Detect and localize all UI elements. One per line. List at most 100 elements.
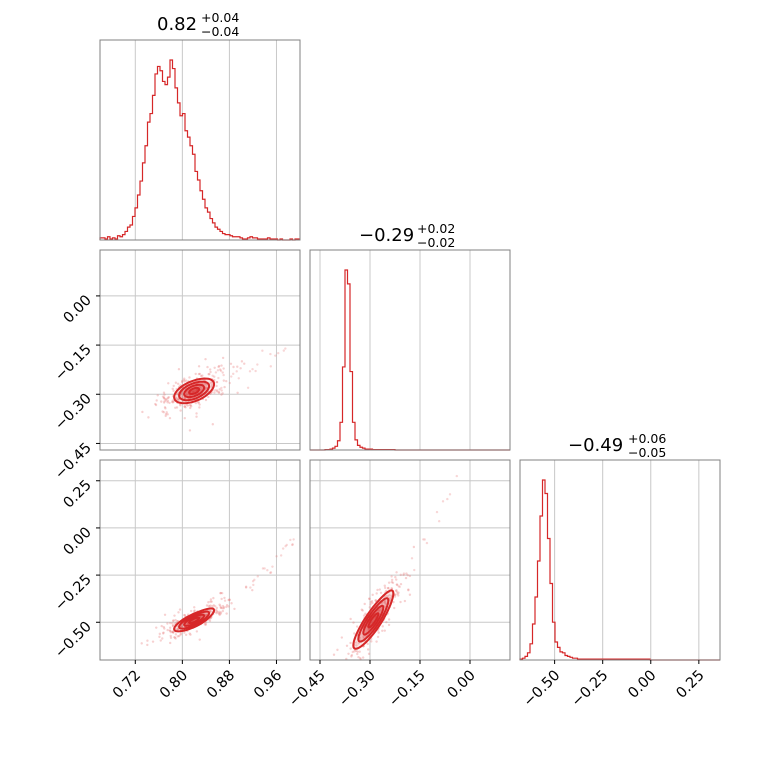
scatter-point xyxy=(223,596,226,600)
scatter-point xyxy=(252,583,255,587)
scatter-point xyxy=(204,386,208,389)
scatter-point xyxy=(353,650,356,653)
title-x-up: +0.04 xyxy=(201,10,239,25)
scatter-point xyxy=(221,607,224,610)
y-axis-tick-labels-row2: 0.00 −0.15 −0.30 −0.45 xyxy=(52,292,100,483)
scatter-point xyxy=(162,391,166,394)
scatter-point xyxy=(386,595,390,598)
scatter-point xyxy=(385,594,388,598)
contour-fill-level xyxy=(368,613,379,628)
scatter-point xyxy=(263,567,266,570)
scatter-point xyxy=(213,391,216,394)
contour-line-level xyxy=(188,386,201,395)
scatter-point xyxy=(227,605,230,608)
scatter-point xyxy=(402,572,406,575)
y-tick-label: −0.30 xyxy=(52,391,95,434)
scatter-point xyxy=(179,633,182,636)
scatter-point xyxy=(198,403,201,406)
contour-line-level xyxy=(183,383,206,399)
scatter-point xyxy=(209,610,212,613)
hist-x-frame xyxy=(99,39,301,241)
scatter-point xyxy=(184,379,188,382)
scatter-point xyxy=(177,368,181,371)
scatter-point xyxy=(173,635,176,639)
scatter-point xyxy=(211,374,214,378)
scatter-point xyxy=(215,389,219,392)
scatter-point xyxy=(356,650,359,653)
scatter-point xyxy=(156,394,159,397)
scatter-point xyxy=(141,410,144,414)
scatter-point xyxy=(204,623,207,626)
scatter-point xyxy=(171,624,175,628)
scatter-point xyxy=(161,410,164,413)
scatter-point xyxy=(207,601,210,604)
scatter-point xyxy=(195,412,198,415)
scatter-point xyxy=(188,376,191,379)
scatter-point xyxy=(174,618,177,622)
scatter-point xyxy=(220,386,223,390)
scatter-point xyxy=(210,383,213,387)
title-z-down: −0.05 xyxy=(628,445,666,460)
x-axis-tick-labels-col2: −0.45 −0.30 −0.15 0.00 xyxy=(286,660,479,710)
scatter-point xyxy=(169,636,173,639)
scatter-point xyxy=(378,588,381,591)
scatter-point xyxy=(221,604,225,608)
scatter-point xyxy=(291,543,294,547)
scatter-point xyxy=(174,381,178,384)
scatter-point xyxy=(225,605,228,609)
scatter-point xyxy=(164,407,167,410)
scatter-point xyxy=(172,400,175,403)
scatter-point xyxy=(360,608,364,611)
scatter-point xyxy=(377,631,380,634)
scatter-point xyxy=(203,623,207,626)
histogram-panel-z xyxy=(519,459,721,661)
scatter-point xyxy=(383,586,387,590)
scatter-point xyxy=(183,405,186,408)
scatter-point xyxy=(381,625,384,628)
scatter-point xyxy=(208,373,211,376)
scatter-point xyxy=(208,368,212,371)
x-tick-label: 0.72 xyxy=(110,668,144,702)
scatter-point xyxy=(244,586,248,589)
scatter-point xyxy=(197,372,201,376)
y-tick-label: −0.50 xyxy=(52,619,95,662)
scatter-point xyxy=(169,630,173,634)
scatter-point xyxy=(177,398,180,401)
scatter-point xyxy=(206,365,209,369)
scatter-point xyxy=(209,600,212,603)
scatter-point xyxy=(374,599,378,602)
scatter-point xyxy=(408,593,412,596)
scatter-point xyxy=(397,594,400,597)
scatter-point xyxy=(349,617,352,621)
scatter-point xyxy=(387,586,390,590)
scatter-point xyxy=(218,388,221,391)
scatter-point xyxy=(173,614,176,617)
scatter-point xyxy=(355,625,359,628)
scatter-point xyxy=(189,609,193,613)
scatter-point xyxy=(154,403,158,407)
x-tick-label: 0.00 xyxy=(445,668,479,702)
scatter-point xyxy=(381,629,384,632)
scatter-point xyxy=(215,608,218,612)
scatter-point xyxy=(370,600,374,603)
scatter-point xyxy=(392,600,395,604)
scatter-point xyxy=(176,628,179,631)
scatter-point xyxy=(211,605,214,608)
scatter-point xyxy=(271,565,274,568)
scatter-point xyxy=(210,600,213,603)
scatter-point xyxy=(358,650,361,653)
scatter-point xyxy=(183,631,186,634)
hist-z-histogram-step xyxy=(519,479,720,661)
scatter-point xyxy=(243,362,246,365)
scatter-point xyxy=(217,391,221,395)
x-tick-label: 0.25 xyxy=(674,668,708,702)
scatter-point xyxy=(340,636,344,639)
scatter-point xyxy=(395,578,398,581)
x-tick-label: −0.45 xyxy=(286,668,329,711)
scatter-point xyxy=(218,613,221,617)
scatter-point xyxy=(155,626,158,629)
y-tick-label: −0.45 xyxy=(52,440,95,483)
scatter-point xyxy=(176,393,179,396)
scatter-point xyxy=(166,399,170,403)
scatter-point xyxy=(158,632,162,636)
